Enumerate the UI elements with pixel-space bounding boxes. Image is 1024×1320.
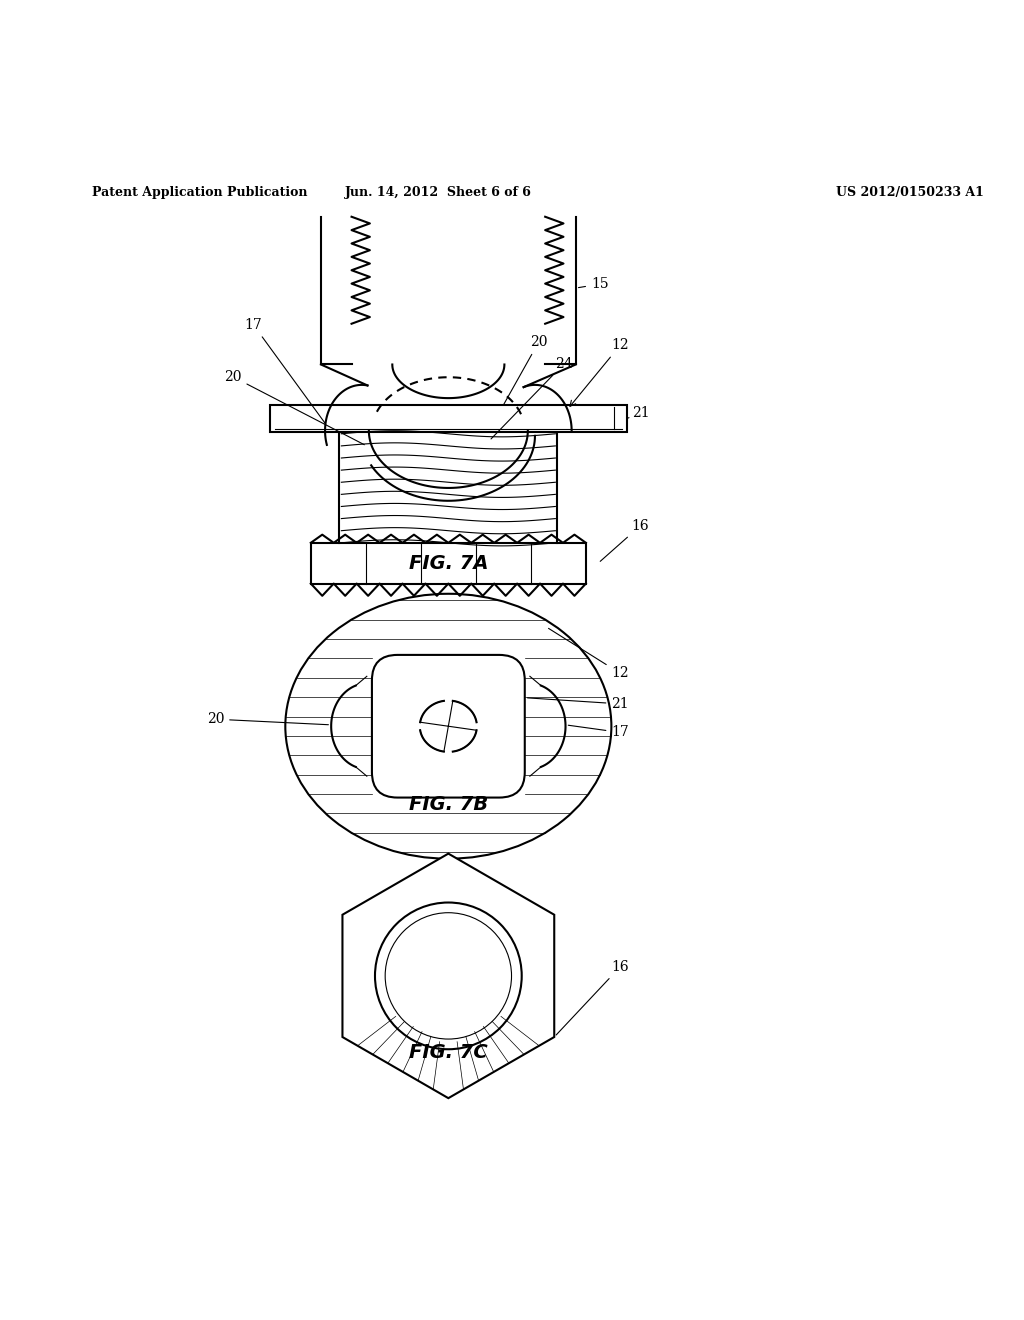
Text: 15: 15 [579, 277, 608, 292]
Text: FIG. 7C: FIG. 7C [409, 1043, 487, 1061]
Text: 21: 21 [627, 407, 649, 421]
Text: FIG. 7A: FIG. 7A [409, 553, 488, 573]
Ellipse shape [286, 594, 611, 859]
Text: 21: 21 [527, 697, 629, 711]
Text: 17: 17 [568, 725, 629, 739]
Text: 20: 20 [503, 335, 548, 405]
Text: 17: 17 [245, 318, 326, 424]
Text: 12: 12 [549, 628, 629, 680]
Text: 16: 16 [556, 960, 629, 1035]
Text: Jun. 14, 2012  Sheet 6 of 6: Jun. 14, 2012 Sheet 6 of 6 [345, 186, 531, 199]
Circle shape [375, 903, 521, 1049]
Text: 12: 12 [570, 338, 629, 407]
Text: 20: 20 [207, 713, 329, 726]
Text: 20: 20 [224, 370, 365, 445]
Bar [270, 405, 627, 432]
Text: US 2012/0150233 A1: US 2012/0150233 A1 [836, 186, 983, 199]
Text: 16: 16 [600, 519, 649, 561]
FancyBboxPatch shape [372, 655, 524, 797]
Text: Patent Application Publication: Patent Application Publication [92, 186, 307, 199]
Polygon shape [342, 854, 554, 1098]
Bar [311, 543, 586, 583]
Text: 24: 24 [492, 356, 573, 440]
Text: FIG. 7B: FIG. 7B [409, 795, 488, 814]
